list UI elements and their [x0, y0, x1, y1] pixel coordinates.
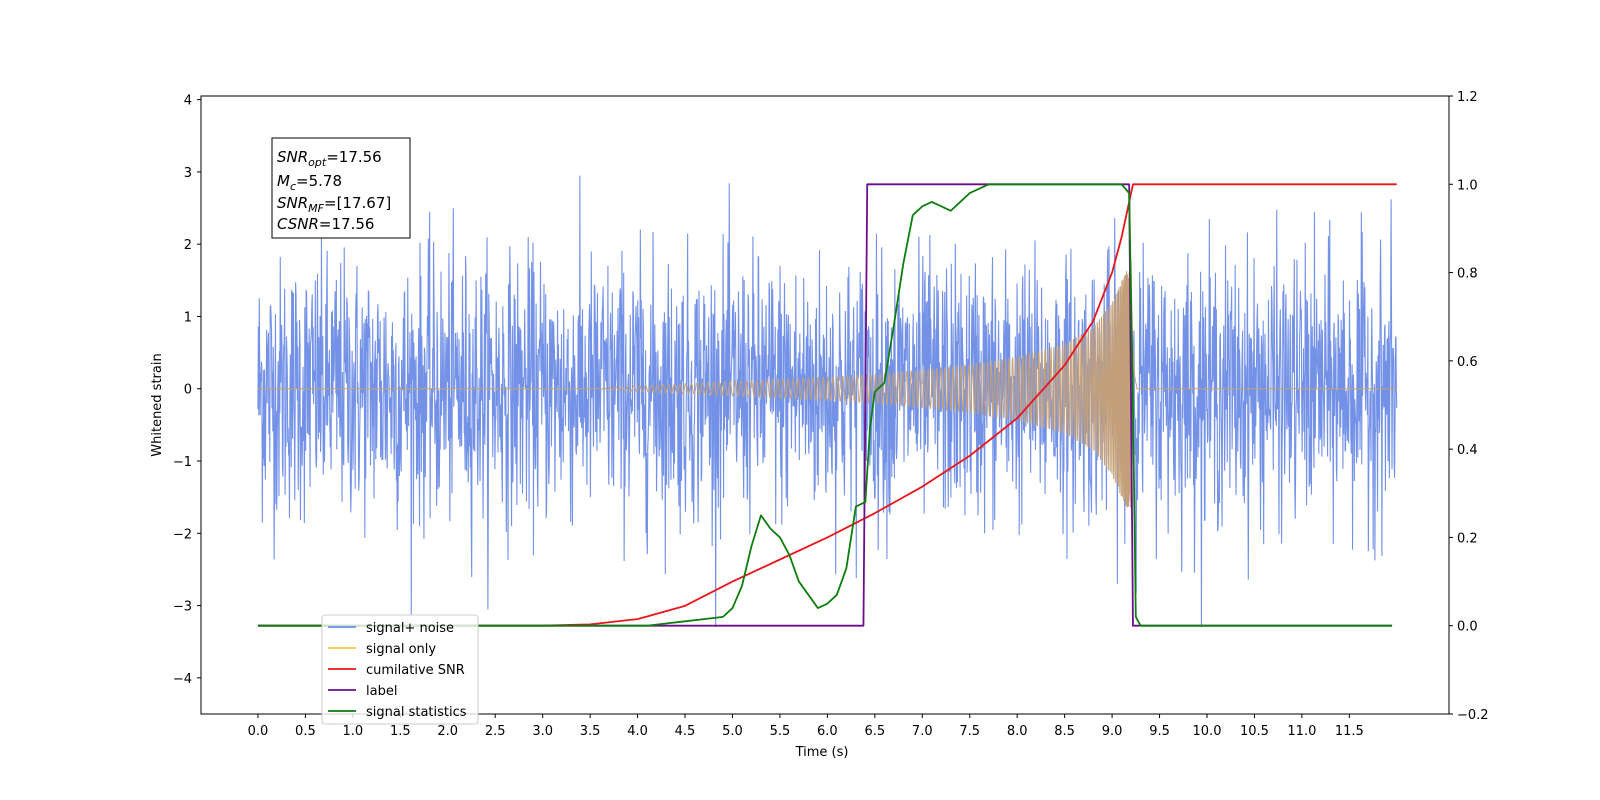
x-tick-label: 4.5 [675, 724, 696, 739]
y-tick-label: −4 [173, 672, 192, 687]
plot-layer [257, 175, 1398, 628]
x-tick-label: 4.0 [627, 724, 648, 739]
x-tick-label: 7.5 [959, 724, 980, 739]
x-tick-label: 11.5 [1335, 724, 1364, 739]
y-tick-label: −1 [173, 455, 192, 470]
legend-label-signal-only: signal only [366, 642, 436, 657]
x-tick-label: 3.5 [580, 724, 601, 739]
y2-tick-label: 0.0 [1457, 620, 1478, 635]
annotation-line-csnr: CSNR=17.56 [277, 215, 374, 233]
plot-frame [200, 95, 1450, 715]
y2-tick-label: 0.6 [1457, 355, 1478, 370]
legend-label-signal-noise: signal+ noise [366, 621, 454, 636]
x-tick-label: 1.0 [343, 724, 364, 739]
x-axis-label: Time (s) [795, 745, 849, 760]
x-tick-label: 0.0 [248, 724, 269, 739]
y2-tick-label: 0.4 [1457, 443, 1478, 458]
y-tick-label: 3 [184, 166, 192, 181]
y-tick-label: 0 [184, 383, 192, 398]
x-tick-label: 9.0 [1102, 724, 1123, 739]
y2-tick-label: −0.2 [1457, 708, 1489, 723]
x-tick-label: 3.0 [532, 724, 553, 739]
x-tick-label: 6.0 [817, 724, 838, 739]
y-axis-label: Whitened strain [150, 353, 165, 456]
x-tick-label: 5.0 [722, 724, 743, 739]
annotation-line-snr-mf: SNRMF=[17.67] [277, 194, 391, 215]
y-tick-label: −2 [173, 527, 192, 542]
y-tick-label: 4 [184, 94, 192, 109]
x-tick-label: 8.0 [1007, 724, 1028, 739]
x-tick-label: 9.5 [1149, 724, 1170, 739]
x-tick-label: 0.5 [295, 724, 316, 739]
y2-tick-label: 1.0 [1457, 178, 1478, 193]
legend-label-label: label [366, 684, 397, 699]
series-signal-noise [257, 175, 1398, 628]
x-tick-label: 7.0 [912, 724, 933, 739]
x-tick-label: 8.5 [1054, 724, 1075, 739]
series-signal-only [257, 260, 1397, 508]
x-tick-label: 5.5 [770, 724, 791, 739]
y-tick-label: 2 [184, 238, 192, 253]
x-tick-label: 1.5 [390, 724, 411, 739]
y-tick-label: 1 [184, 310, 192, 325]
axes-layer: 0.0 0.5 1.0 1.5 2.0 2.5 3.0 3.5 4.0 4.5 5.0 5.5 6.0 6… [173, 90, 1489, 739]
y2-tick-label: 1.2 [1457, 90, 1478, 105]
x-tick-label: 10.0 [1193, 724, 1222, 739]
x-tick-label: 11.0 [1287, 724, 1316, 739]
series-cumilative-snr [257, 183, 1397, 627]
legend-frame [321, 614, 479, 725]
series-signal-statistics [257, 183, 1393, 627]
snr-annotation-box: SNRopt=17.56 Mc=5.78 SNRMF=[17.67] CSNR=… [271, 137, 411, 239]
x-tick-label: 10.5 [1240, 724, 1269, 739]
y2-tick-label: 0.2 [1457, 531, 1478, 546]
y-tick-label: −3 [173, 600, 192, 615]
annotation-line-snr-opt: SNRopt=17.56 [277, 148, 382, 169]
legend-label-signal-statistics: signal statistics [366, 705, 467, 720]
annotation-frame [271, 137, 411, 239]
legend-label-cumilative-snr: cumilative SNR [366, 663, 465, 678]
y2-tick-label: 0.8 [1457, 267, 1478, 282]
annotation-line-mc: Mc=5.78 [277, 172, 342, 193]
x-tick-label: 6.5 [864, 724, 885, 739]
legend: signal+ noise signal only cumilative SNR la… [321, 614, 479, 725]
x-tick-label: 2.0 [437, 724, 458, 739]
x-tick-label: 2.5 [485, 724, 506, 739]
